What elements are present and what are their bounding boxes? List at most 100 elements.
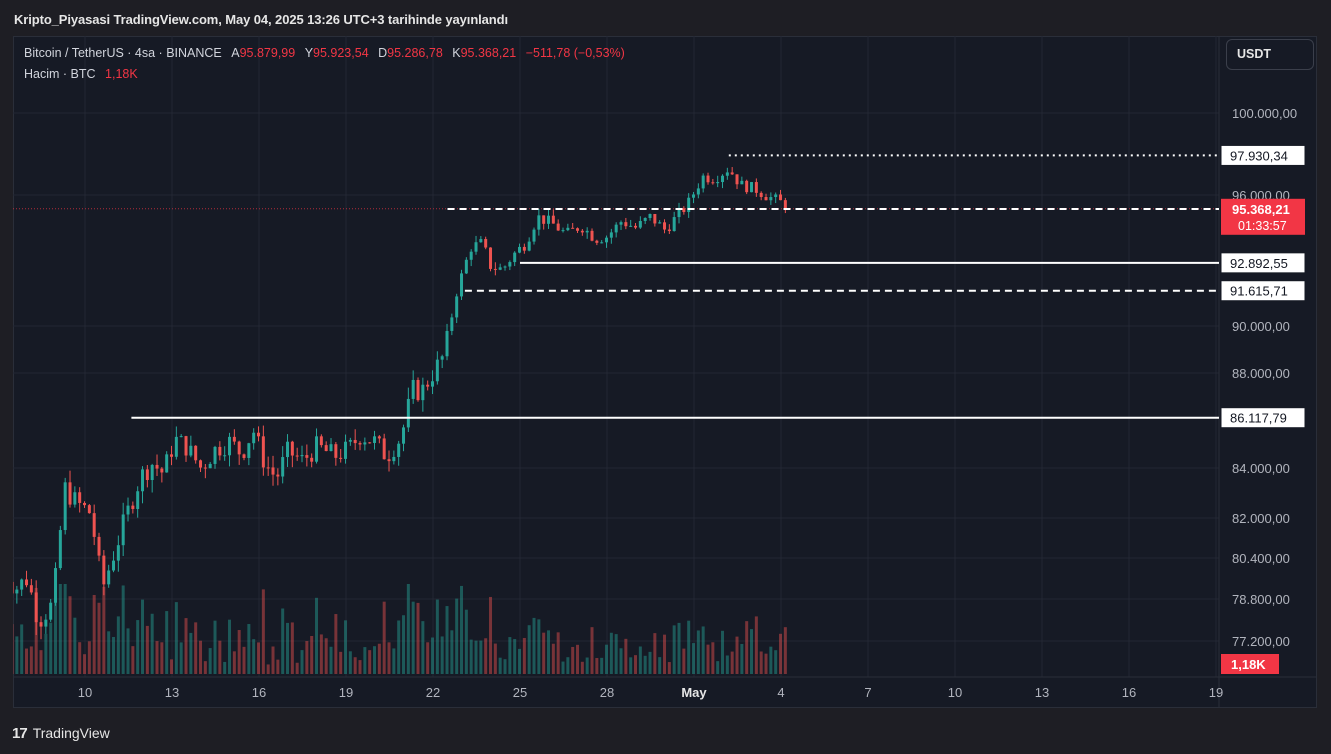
volume-bar bbox=[624, 638, 628, 674]
candle-body bbox=[585, 230, 589, 233]
volume-bar bbox=[179, 642, 183, 674]
volume-bar bbox=[556, 632, 560, 674]
brand-name[interactable]: TradingView bbox=[32, 725, 110, 741]
volume-bar bbox=[160, 642, 164, 674]
volume-bar bbox=[672, 625, 676, 674]
volume-bar bbox=[83, 654, 87, 674]
price-level-label: 97.930,34 bbox=[1230, 148, 1288, 163]
time-axis-label: 7 bbox=[864, 685, 871, 700]
volume-tag bbox=[1221, 654, 1279, 674]
volume-bar bbox=[237, 630, 241, 674]
price-chart[interactable]: 97.930,3495.360,8292.892,5591.615,7186.1… bbox=[13, 36, 1317, 708]
candle-body bbox=[629, 225, 633, 227]
candle-body bbox=[203, 467, 207, 469]
volume-bar bbox=[174, 602, 178, 674]
volume-bar bbox=[614, 634, 618, 674]
volume-bar bbox=[638, 646, 642, 674]
candle-body bbox=[725, 172, 729, 176]
candle-body bbox=[735, 174, 739, 185]
time-axis-label: 10 bbox=[78, 685, 92, 700]
volume-bar bbox=[276, 659, 280, 674]
candle-body bbox=[556, 223, 560, 231]
price-axis[interactable]: 100.000,0096.000,0090.000,0088.000,0084.… bbox=[1221, 106, 1305, 674]
candle-body bbox=[315, 436, 319, 462]
volume-bar bbox=[208, 648, 212, 674]
candle-body bbox=[261, 436, 265, 468]
change-value: −511,78 (−0,53%) bbox=[525, 46, 625, 60]
candle-body bbox=[411, 379, 415, 399]
candle-body bbox=[20, 579, 24, 590]
volume-bar bbox=[421, 621, 425, 674]
candle-body bbox=[609, 232, 613, 238]
candle-body bbox=[421, 384, 425, 401]
volume-bar bbox=[759, 651, 763, 674]
currency-button[interactable]: USDT bbox=[1226, 39, 1314, 70]
volume-bar bbox=[561, 661, 565, 674]
candle-body bbox=[542, 215, 546, 224]
volume-bar bbox=[44, 633, 48, 674]
volume-bar bbox=[508, 637, 512, 674]
volume-bar bbox=[518, 648, 522, 674]
volume-bar bbox=[155, 641, 159, 674]
volume-bar bbox=[716, 661, 720, 674]
price-axis-label: 82.000,00 bbox=[1232, 511, 1290, 526]
price-axis-label: 90.000,00 bbox=[1232, 319, 1290, 334]
price-axis-label: 77.200,00 bbox=[1232, 634, 1290, 649]
candle-body bbox=[160, 468, 164, 473]
candle-body bbox=[416, 379, 420, 401]
current-price-tag bbox=[1221, 198, 1305, 235]
high-value: 95.923,54 bbox=[313, 46, 369, 60]
candle-body bbox=[358, 443, 362, 445]
candle-body bbox=[174, 436, 178, 457]
candle-body bbox=[489, 247, 493, 269]
candle-body bbox=[503, 266, 507, 268]
candle-body bbox=[281, 457, 285, 477]
time-axis-label: 10 bbox=[948, 685, 962, 700]
tradingview-logo-icon[interactable]: 17 bbox=[12, 724, 28, 742]
volume-bar bbox=[416, 602, 420, 674]
time-axis-label: 19 bbox=[1209, 685, 1223, 700]
candle-body bbox=[677, 208, 681, 218]
volume-bar bbox=[73, 617, 77, 674]
symbol-label[interactable]: Bitcoin / TetherUS · 4sa · BINANCE bbox=[24, 46, 222, 60]
volume-bar bbox=[145, 625, 149, 674]
candle-body bbox=[155, 464, 159, 469]
candles bbox=[13, 167, 787, 640]
volume-bar bbox=[450, 630, 454, 674]
volume-bar bbox=[479, 640, 483, 674]
current-price-label: 95.368,21 bbox=[1232, 202, 1290, 217]
candle-body bbox=[145, 469, 149, 481]
candle-body bbox=[257, 432, 261, 437]
candle-body bbox=[131, 505, 135, 509]
candle-body bbox=[711, 182, 715, 184]
candle-body bbox=[440, 356, 444, 360]
candle-body bbox=[305, 455, 309, 458]
volume-bar bbox=[232, 651, 236, 674]
volume-bar bbox=[667, 662, 671, 674]
volume-bar bbox=[15, 636, 19, 674]
volume-bar bbox=[324, 638, 328, 674]
volume-bar bbox=[730, 651, 734, 674]
time-axis-label: 25 bbox=[513, 685, 527, 700]
volume-bar bbox=[643, 655, 647, 674]
candle-body bbox=[194, 445, 198, 461]
low-label: D bbox=[378, 46, 388, 60]
candle-body bbox=[324, 445, 328, 452]
candle-body bbox=[247, 443, 251, 458]
volume-label[interactable]: Hacim · BTC bbox=[24, 67, 96, 81]
volume-bar bbox=[484, 638, 488, 674]
time-axis-label: 16 bbox=[1122, 685, 1136, 700]
candle-body bbox=[87, 505, 91, 514]
volume-bar bbox=[532, 617, 536, 674]
candle-body bbox=[527, 241, 531, 251]
candle-body bbox=[672, 217, 676, 232]
candle-body bbox=[730, 172, 734, 175]
volume-bar bbox=[522, 637, 526, 674]
volume-bar bbox=[590, 627, 594, 674]
candle-body bbox=[706, 175, 710, 183]
time-axis[interactable]: 10 13 16 19 22 25 28 May 4 7 10 13 16 19 bbox=[78, 685, 1223, 700]
candle-body bbox=[392, 456, 396, 462]
candle-body bbox=[522, 246, 526, 251]
candle-body bbox=[431, 381, 435, 387]
chart-panel[interactable] bbox=[13, 36, 1317, 708]
